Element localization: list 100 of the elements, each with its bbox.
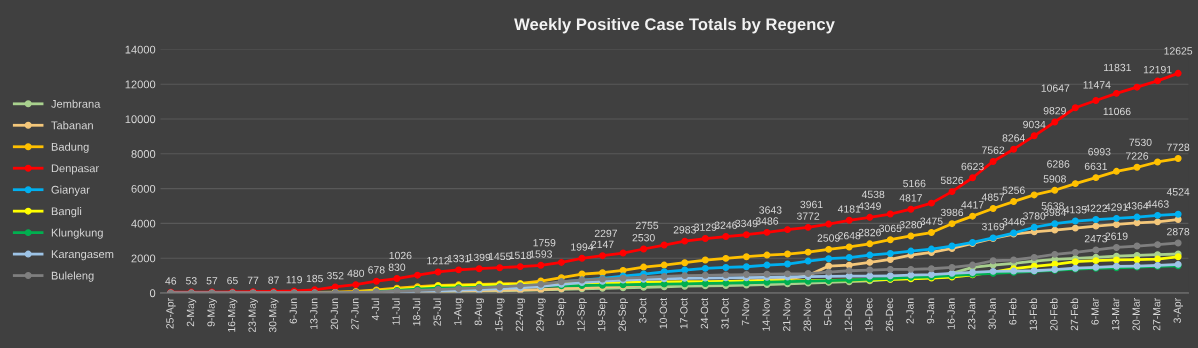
x-tick-label: 26-Sep xyxy=(618,298,628,331)
data-label: 11474 xyxy=(1083,81,1111,89)
data-label: 65 xyxy=(227,276,238,285)
x-tick-label: 2-May xyxy=(186,297,197,327)
data-label: 46 xyxy=(165,277,177,285)
data-label: 6286 xyxy=(1047,160,1070,168)
x-tick-label: 6-Jun xyxy=(289,298,297,324)
x-tick-label: 15-Aug xyxy=(495,298,505,331)
x-tick-label: 30-May xyxy=(269,297,279,333)
data-label: 1759 xyxy=(533,239,556,247)
x-tick-label: 6-Mar xyxy=(1091,298,1099,325)
x-tick-label: 23-Jan xyxy=(967,298,976,330)
x-tick-label: 9-May xyxy=(207,297,217,327)
data-label: 6623 xyxy=(961,162,984,171)
x-tick-label: 11-Jul xyxy=(392,298,400,325)
x-tick-label: 21-Nov xyxy=(782,297,791,331)
x-tick-label: 7-Nov xyxy=(741,297,750,326)
data-label: 5638 xyxy=(1041,202,1064,210)
x-tick-label: 25-Apr xyxy=(166,298,176,329)
data-label: 5166 xyxy=(903,179,926,188)
data-label: 2619 xyxy=(1105,232,1128,240)
data-label: 4538 xyxy=(861,190,885,199)
data-label: 5908 xyxy=(1043,175,1066,183)
x-tick-label: 13-Mar xyxy=(1111,298,1120,331)
data-label: 480 xyxy=(347,269,365,278)
data-label: 6993 xyxy=(1088,148,1111,156)
x-tick-label: 27-Feb xyxy=(1070,298,1079,331)
data-label: 3280 xyxy=(899,220,923,229)
data-label: 12191 xyxy=(1143,65,1172,74)
data-label: 9829 xyxy=(1043,107,1066,115)
x-tick-label: 16-May xyxy=(227,297,238,332)
x-tick-label: 20-Mar xyxy=(1132,298,1140,331)
data-label: 2878 xyxy=(1167,227,1190,236)
data-label: 678 xyxy=(368,266,385,274)
y-tick-label: 14000 xyxy=(125,45,156,54)
legend-label: Gianyar xyxy=(51,185,90,196)
data-label: 87 xyxy=(268,276,279,284)
data-label: 2530 xyxy=(632,234,655,242)
data-label: 1026 xyxy=(389,251,412,260)
x-tick-label: 22-Aug xyxy=(515,298,526,331)
x-tick-label: 20-Jun xyxy=(330,298,339,330)
data-label: 2509 xyxy=(817,234,840,242)
x-tick-label: 19-Sep xyxy=(597,298,608,331)
data-label: 7728 xyxy=(1167,143,1190,151)
data-label: 4349 xyxy=(858,202,881,210)
x-tick-label: 10-Oct xyxy=(659,297,667,329)
data-label: 11066 xyxy=(1103,107,1131,116)
x-tick-label: 2-Jan xyxy=(906,298,914,324)
legend-label: Karangasem xyxy=(51,250,114,261)
data-label: 1518 xyxy=(509,251,532,259)
x-tick-label: 29-Aug xyxy=(536,298,546,331)
x-tick-label: 5-Sep xyxy=(556,298,567,326)
data-label: 4524 xyxy=(1166,188,1190,196)
legend-label: Tabanan xyxy=(51,121,93,130)
x-tick-label: 13-Feb xyxy=(1029,298,1038,331)
x-tick-label: 12-Sep xyxy=(577,298,587,331)
data-label: 3961 xyxy=(800,200,823,209)
x-tick-label: 30-Jan xyxy=(988,298,996,330)
x-tick-label: 6-Feb xyxy=(1008,298,1017,325)
x-tick-label: 27-Jun xyxy=(351,298,359,330)
x-tick-label: 4-Jul xyxy=(371,298,380,321)
data-label: 2297 xyxy=(594,229,617,238)
data-label: 3129 xyxy=(694,223,717,231)
y-tick-label: 0 xyxy=(149,289,156,298)
y-tick-label: 4000 xyxy=(131,219,156,228)
y-tick-label: 2000 xyxy=(131,254,156,263)
data-label: 8264 xyxy=(1002,134,1025,142)
x-tick-label: 25-Jul xyxy=(433,298,441,326)
x-tick-label: 23-May xyxy=(248,297,258,333)
x-tick-label: 16-Jan xyxy=(947,298,955,329)
data-label: 3486 xyxy=(755,217,779,225)
data-label: 185 xyxy=(306,274,323,283)
data-label: 7226 xyxy=(1125,152,1149,160)
data-label: 12625 xyxy=(1164,47,1193,55)
data-label: 77 xyxy=(247,276,259,284)
x-tick-label: 8-Aug xyxy=(474,298,485,326)
data-label: 3475 xyxy=(920,217,943,225)
x-tick-label: 20-Feb xyxy=(1049,298,1058,331)
x-tick-label: 19-Dec xyxy=(865,298,873,331)
data-label: 11831 xyxy=(1104,63,1131,72)
x-tick-label: 13-Jun xyxy=(310,298,318,329)
data-label: 57 xyxy=(206,277,218,285)
data-label: 3065 xyxy=(879,224,902,233)
x-tick-label: 18-Jul xyxy=(412,298,421,326)
data-label: 2473 xyxy=(1084,235,1108,243)
data-label: 5256 xyxy=(1002,186,1025,194)
y-tick-label: 10000 xyxy=(125,115,156,124)
data-label: 7530 xyxy=(1129,138,1152,147)
x-tick-label: 1-Aug xyxy=(454,298,464,325)
data-label: 53 xyxy=(185,277,197,285)
x-tick-label: 9-Jan xyxy=(926,298,935,324)
x-tick-label: 27-Mar xyxy=(1153,298,1161,331)
data-label: 2983 xyxy=(673,226,696,234)
y-tick-label: 6000 xyxy=(131,184,156,193)
data-label: 119 xyxy=(286,275,302,284)
data-label: 10647 xyxy=(1041,84,1070,92)
data-label: 4417 xyxy=(961,201,984,209)
legend-label: Bangli xyxy=(51,206,82,218)
y-tick-label: 12000 xyxy=(125,80,156,89)
legend-label: Badung xyxy=(51,142,89,153)
